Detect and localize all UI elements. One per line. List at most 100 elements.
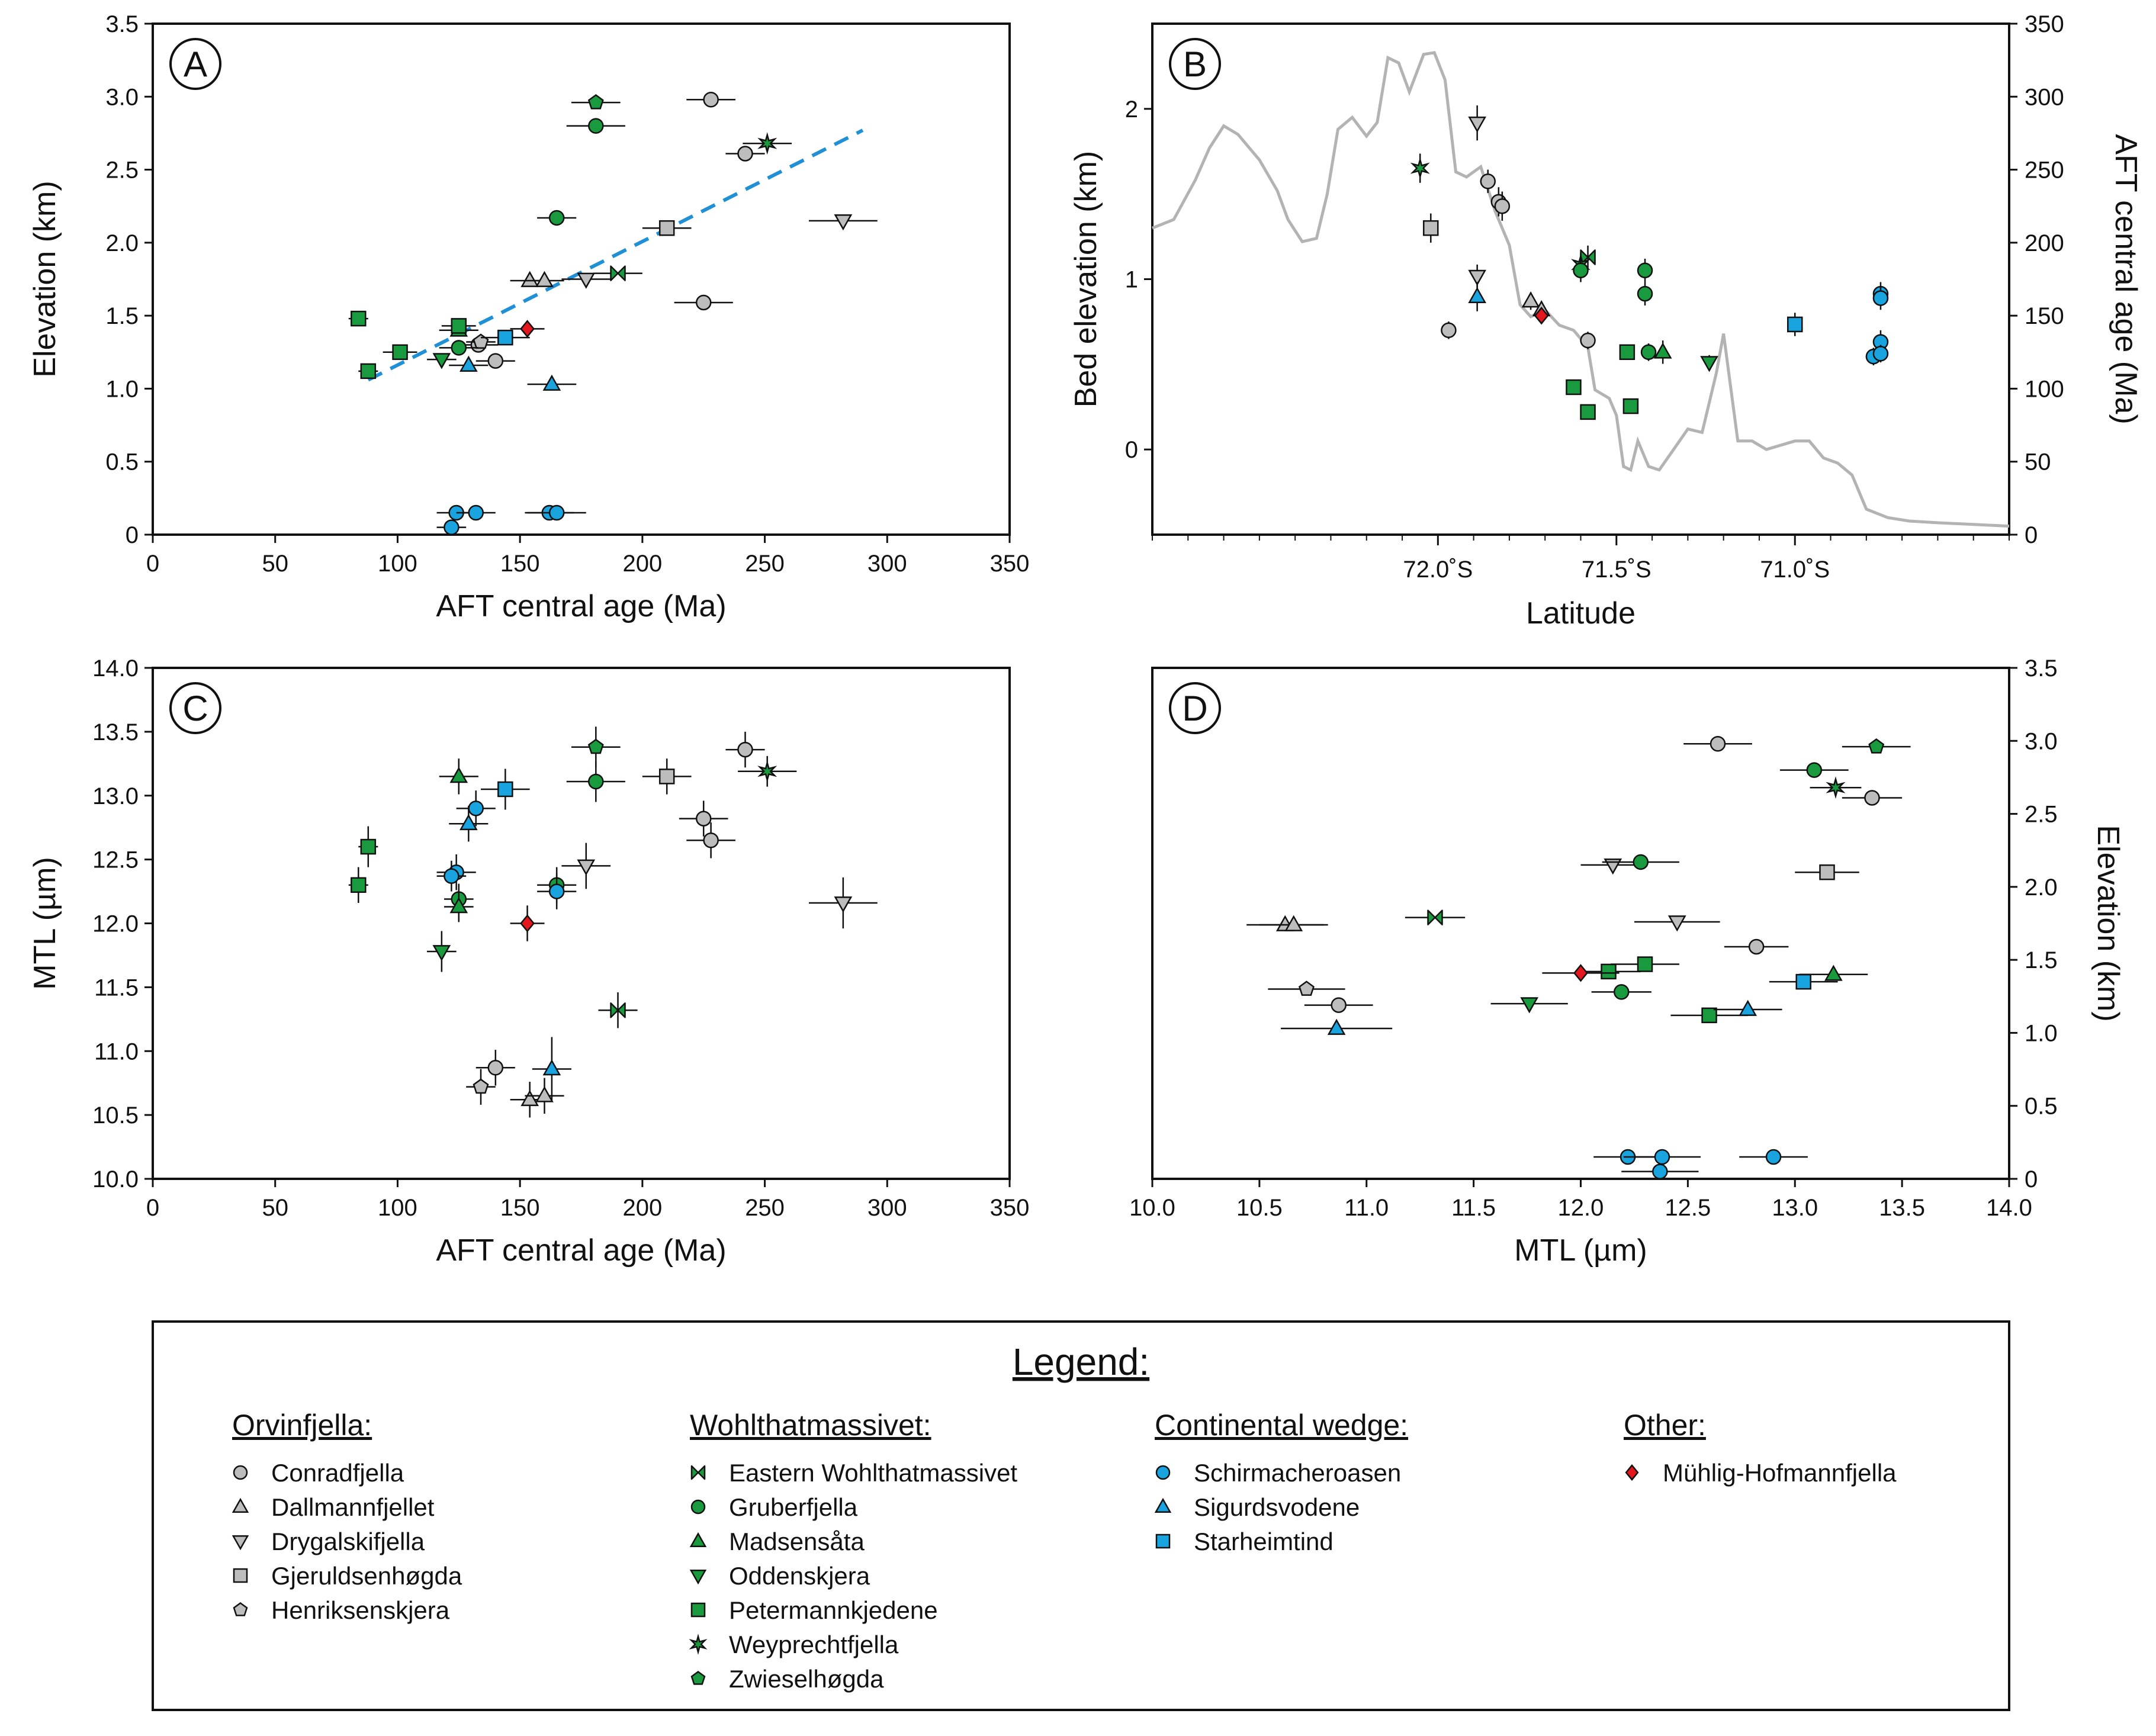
data-point: [449, 767, 468, 783]
x-tick-label: 0: [146, 551, 159, 577]
y-right-tick-label: 100: [2025, 376, 2064, 402]
data-point: [834, 214, 853, 231]
y-tick-label: 13.5: [92, 719, 139, 745]
data-point: [1637, 956, 1653, 972]
x-tick-label: 14.0: [1986, 1195, 2032, 1221]
data-point: [577, 272, 596, 289]
y-tick-label: 1.0: [105, 376, 139, 402]
data-point: [1580, 332, 1596, 349]
data-point: [548, 504, 565, 521]
x-axis-label: AFT central age (Ma): [436, 1233, 726, 1268]
legend-marker: [233, 1465, 248, 1480]
legend-entry-label: Dallmannfjellet: [271, 1493, 435, 1521]
data-point: [535, 271, 554, 287]
legend-entry-label: Madsensåta: [729, 1528, 865, 1555]
data-point: [1284, 915, 1303, 931]
legend-entry-label: Sigurdsvodene: [1194, 1493, 1360, 1521]
legend-marker: [233, 1568, 248, 1583]
legend-marker: [1154, 1497, 1172, 1513]
data-point: [1468, 269, 1486, 286]
data-point: [432, 945, 451, 962]
legend-entry-label: Mühlig-Hofmannfjella: [1663, 1459, 1897, 1487]
data-point: [459, 814, 478, 831]
data-point: [1299, 980, 1315, 996]
x-tick-label: 200: [622, 1195, 662, 1221]
data-point: [1806, 762, 1823, 778]
data-point: [1573, 262, 1589, 278]
data-point: [392, 344, 408, 361]
data-point: [1613, 984, 1630, 1000]
panel-a: 0 50 100 150 200 250 300 350 0 0.5 1.0 1.5 2.0 2.5 3.0…: [28, 11, 1029, 623]
x-tick-label: 0: [146, 1195, 159, 1221]
x-tick-label: 350: [990, 551, 1030, 577]
data-point: [1601, 963, 1617, 980]
y-right-tick-label: 1.0: [2025, 1020, 2058, 1046]
data-point: [548, 883, 565, 899]
data-point: [1640, 344, 1657, 361]
data-point: [1427, 909, 1443, 925]
y-tick-label: 10.5: [92, 1102, 139, 1129]
data-point: [497, 781, 513, 798]
legend-marker: [690, 1499, 706, 1515]
x-tick-label: 72.0˚S: [1403, 557, 1473, 583]
legend-marker: [232, 1497, 249, 1513]
legend-marker: [690, 1670, 706, 1685]
data-point: [451, 340, 467, 356]
y-tick-label: 0: [1125, 437, 1138, 463]
y-tick-label: 2.0: [105, 230, 139, 256]
data-point: [360, 363, 377, 380]
legend-marker: [689, 1634, 708, 1655]
panel-letter-circle: [169, 38, 221, 90]
data-point: [1748, 938, 1765, 955]
data-point: [1468, 116, 1486, 133]
y-right-tick-label: 2.0: [2025, 875, 2058, 901]
y-tick-label: 10.0: [92, 1166, 139, 1192]
data-point: [520, 914, 535, 933]
x-tick-label: 71.0˚S: [1760, 557, 1830, 583]
x-tick-label: 11.0: [1344, 1195, 1389, 1221]
y-right-tick-label: 200: [2025, 230, 2064, 256]
data-point: [588, 118, 604, 134]
data-point: [432, 353, 451, 369]
y-right-tick-label: 2.5: [2025, 802, 2058, 828]
legend-entry-label: Zwieselhøgda: [729, 1665, 884, 1693]
data-point: [610, 1002, 626, 1018]
data-point: [1710, 735, 1726, 752]
regression-line: [367, 128, 864, 382]
data-point: [695, 294, 712, 311]
y-right-axis-label: Elevation (km): [2091, 825, 2125, 1021]
data-point: [1566, 379, 1582, 396]
y-right-tick-label: 3.0: [2025, 728, 2058, 754]
x-tick-label: 150: [500, 1195, 540, 1221]
data-point: [1423, 220, 1439, 236]
data-point: [658, 220, 675, 236]
y-tick-label: 2: [1125, 97, 1138, 123]
data-point: [468, 504, 484, 521]
data-point: [1826, 776, 1846, 799]
y-right-tick-label: 3.5: [2025, 655, 2058, 681]
legend-entry-label: Oddenskjera: [729, 1562, 870, 1590]
data-point: [520, 271, 539, 287]
x-tick-label: 10.0: [1129, 1195, 1175, 1221]
legend-marker: [690, 1465, 706, 1480]
data-point: [459, 355, 478, 372]
data-point: [497, 329, 513, 346]
data-point: [588, 773, 604, 790]
data-point: [1654, 1149, 1670, 1165]
data-point: [1667, 915, 1686, 932]
legend-title: Legend:: [1013, 1340, 1149, 1383]
data-point: [542, 374, 561, 391]
x-tick-label: 200: [622, 551, 662, 577]
data-point: [1787, 316, 1803, 333]
data-point: [520, 1089, 539, 1107]
y-tick-label: 0: [126, 522, 139, 548]
y-right-tick-label: 350: [2025, 11, 2064, 37]
y-right-tick-label: 250: [2025, 157, 2064, 184]
legend-frame: [152, 1320, 2010, 1711]
x-tick-label: 50: [262, 551, 288, 577]
data-point: [1868, 738, 1885, 754]
data-point: [548, 210, 565, 226]
legend-group-title: Orvinfjella:: [232, 1409, 372, 1442]
y-tick-label: 14.0: [92, 655, 139, 681]
data-point: [473, 1078, 489, 1094]
